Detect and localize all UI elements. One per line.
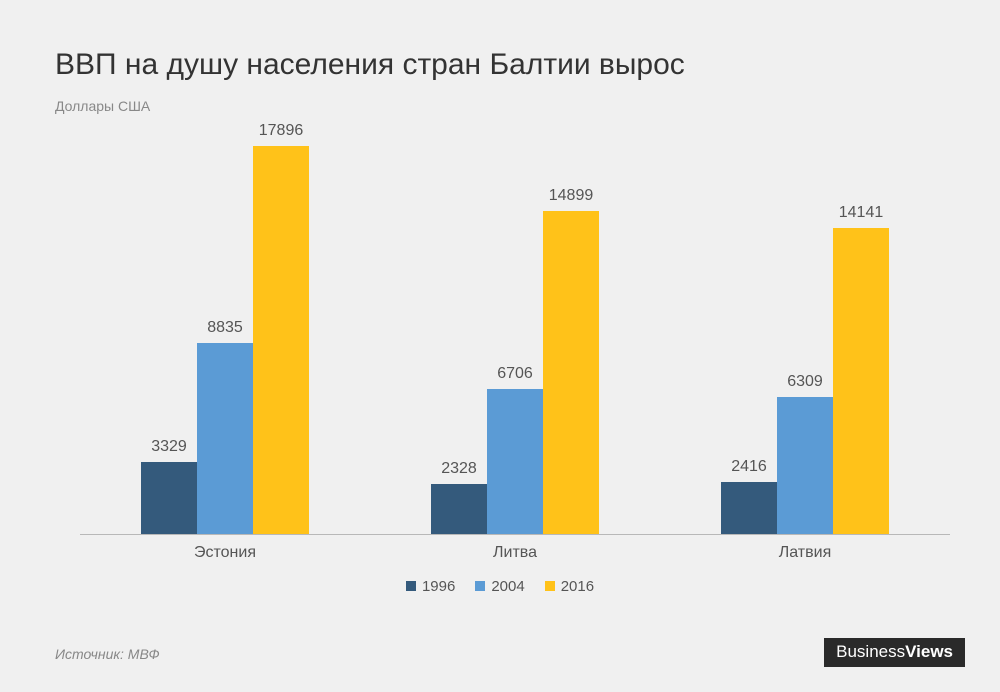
legend-item: 1996 [406,578,455,595]
bar-group: 2416630914141Латвия [660,145,950,534]
bar: 8835 [197,343,253,534]
bar: 14141 [833,228,889,534]
category-label: Эстония [80,534,370,562]
legend-label: 2016 [561,578,594,595]
legend-item: 2016 [545,578,594,595]
legend-swatch [475,581,485,591]
bar-value-label: 17896 [253,122,309,140]
legend-item: 2004 [475,578,524,595]
bar: 3329 [141,462,197,534]
chart-title: ВВП на душу населения стран Балтии вырос [55,48,685,82]
bar-value-label: 3329 [141,438,197,456]
bar: 17896 [253,146,309,534]
legend-swatch [406,581,416,591]
bar: 6309 [777,397,833,534]
category-label: Латвия [660,534,950,562]
bar: 6706 [487,389,543,534]
bar: 2328 [431,484,487,534]
category-label: Литва [370,534,660,562]
bar-value-label: 6706 [487,365,543,383]
bar-value-label: 14141 [833,204,889,222]
bar-value-label: 2416 [721,458,777,476]
bar-group: 3329883517896Эстония [80,145,370,534]
legend-label: 2004 [491,578,524,595]
bar: 2416 [721,482,777,534]
brand-badge: BusinessViews [824,638,965,667]
brand-part1: Business [836,642,905,661]
legend-label: 1996 [422,578,455,595]
chart-legend: 1996 2004 2016 [0,578,1000,595]
chart-plot-area: 3329883517896Эстония2328670614899Литва24… [80,145,950,535]
bar: 14899 [543,211,599,534]
bar-value-label: 6309 [777,373,833,391]
legend-swatch [545,581,555,591]
bar-value-label: 14899 [543,187,599,205]
bar-value-label: 2328 [431,460,487,478]
bar-value-label: 8835 [197,319,253,337]
source-text: Источник: МВФ [55,646,160,662]
brand-part2: Views [905,642,953,661]
bar-group: 2328670614899Литва [370,145,660,534]
chart-subtitle: Доллары США [55,98,150,114]
